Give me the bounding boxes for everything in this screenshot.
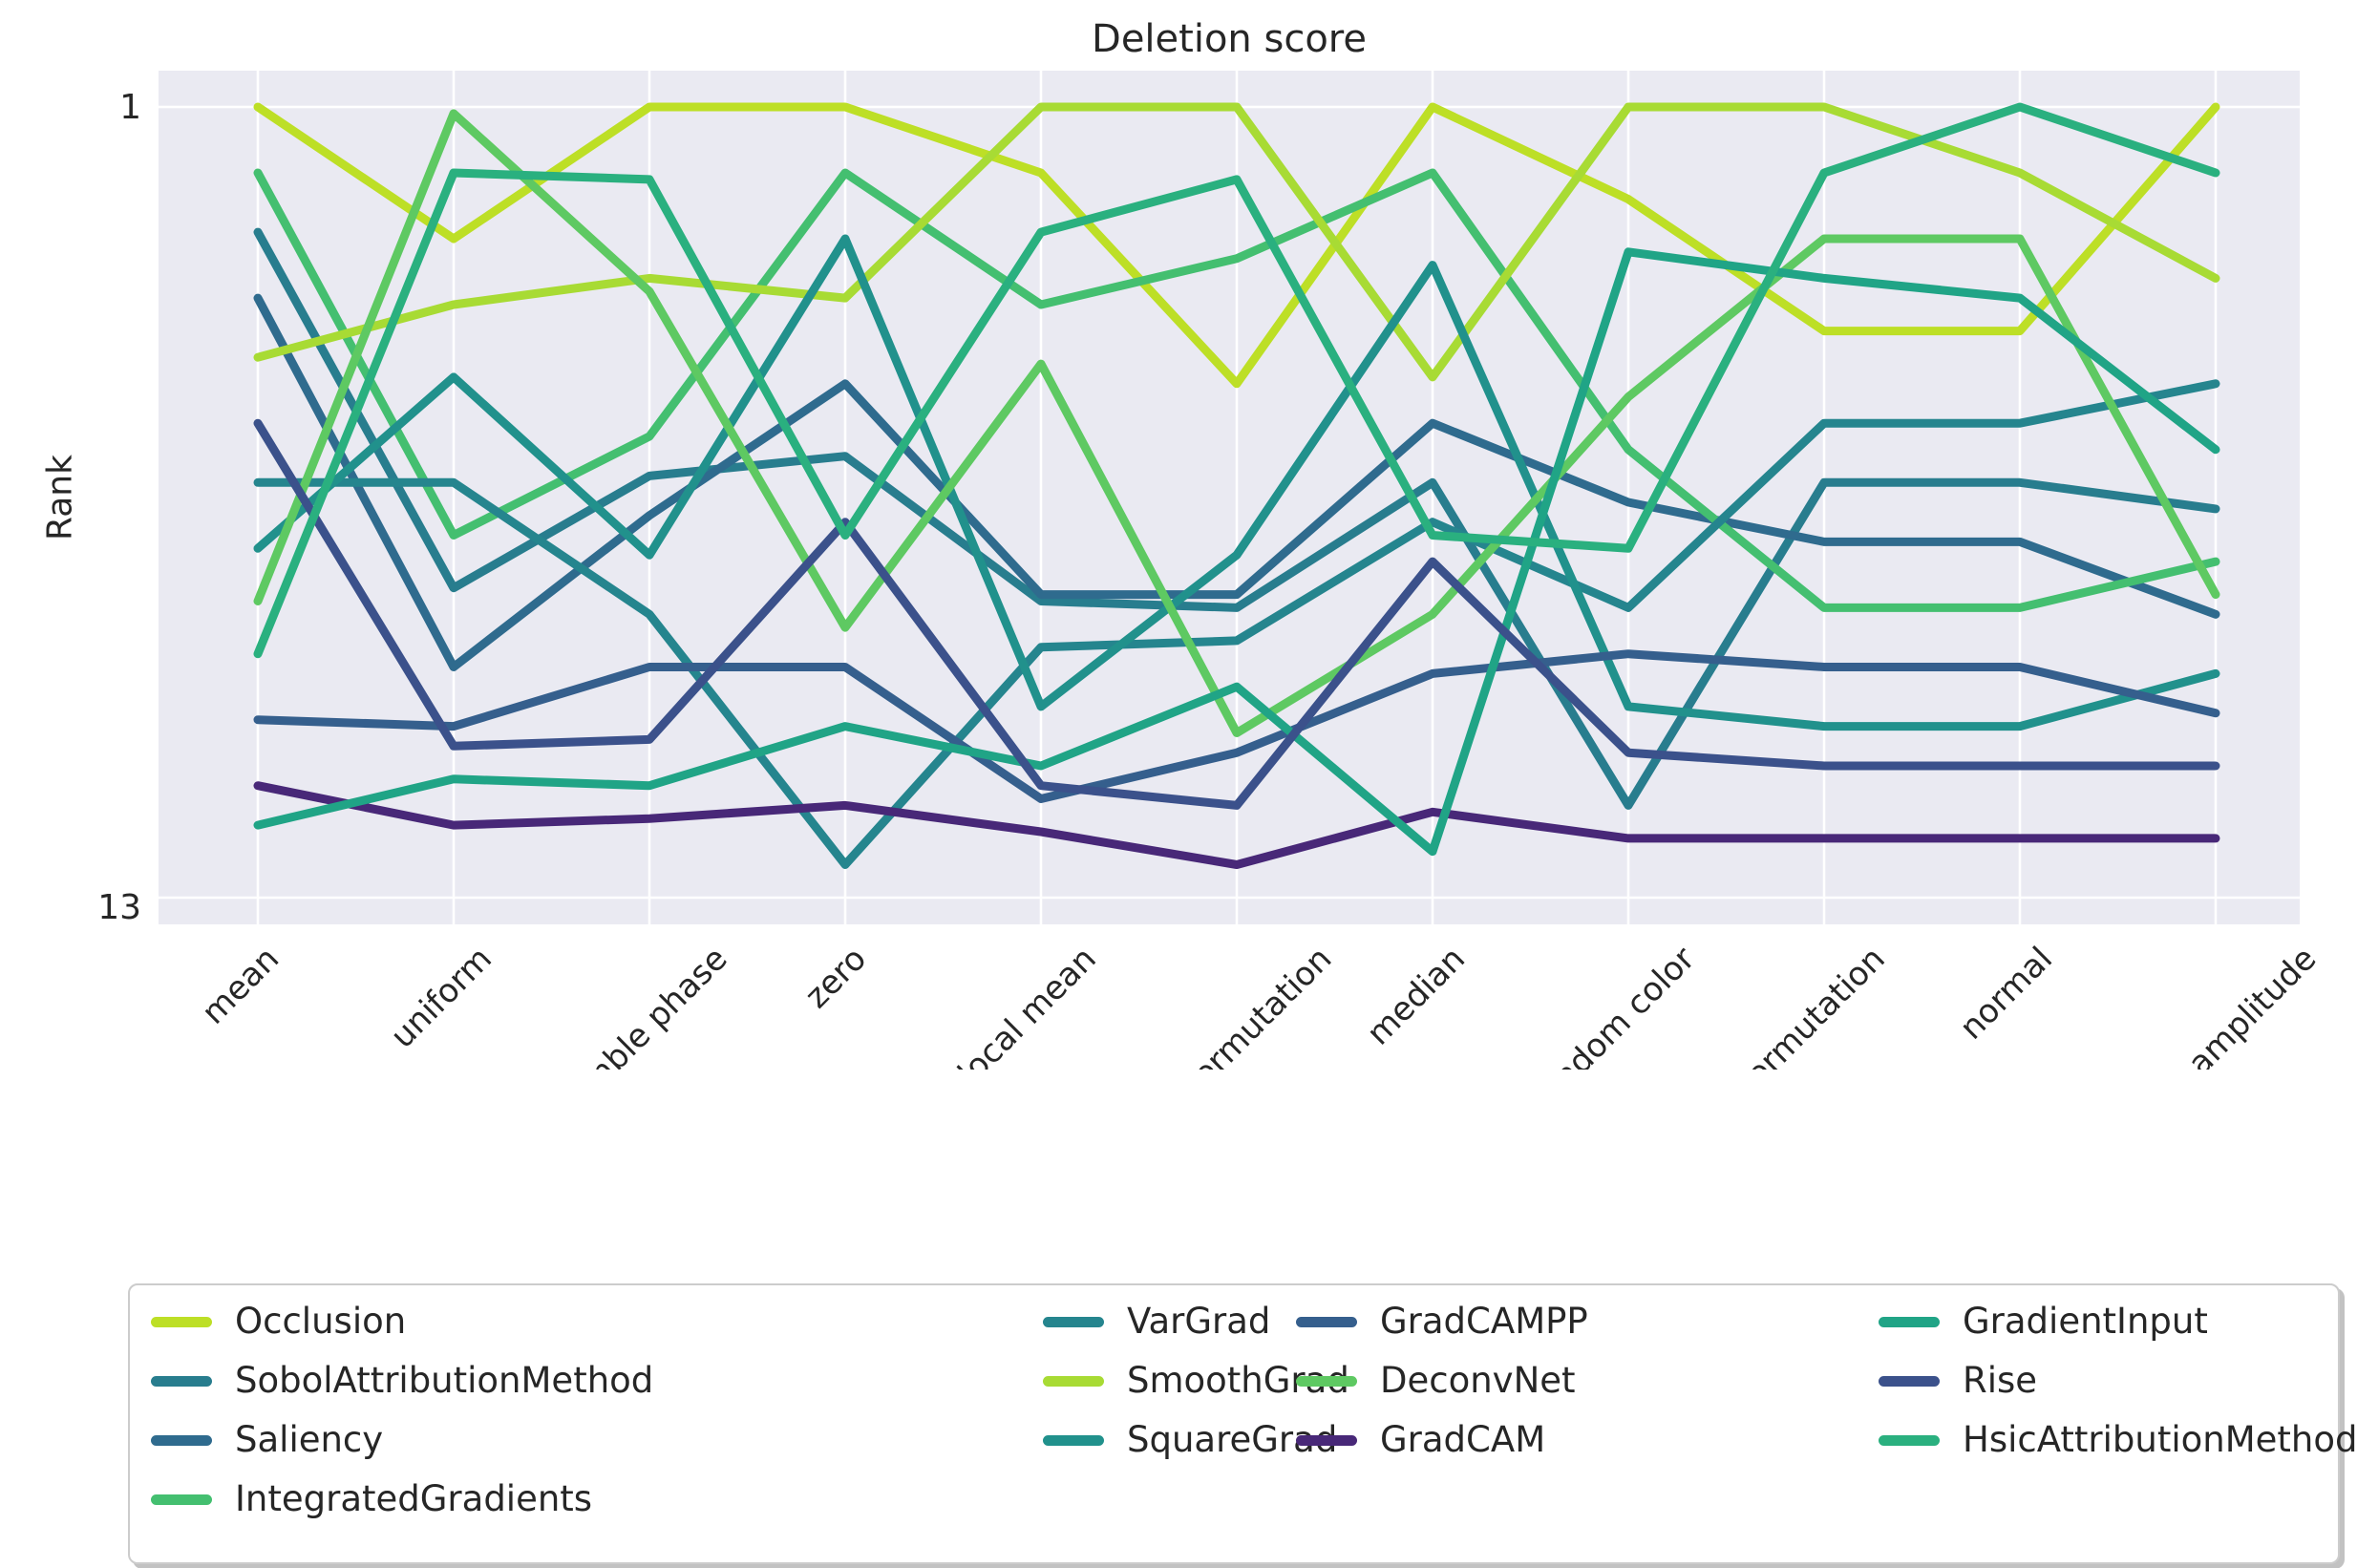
x-tick-label-local-permutation: local permutation (1110, 940, 1339, 1070)
series-line-GradCAM (253, 781, 2220, 869)
legend-item-Occlusion: Occlusion (151, 1303, 406, 1341)
legend-item-HsicAttributionMethod: HsicAttributionMethod (1879, 1421, 2357, 1459)
series-line-Rise (253, 418, 2220, 810)
legend-swatch-GradCAM (1296, 1434, 1357, 1446)
legend-swatch-SmoothGrad (1043, 1375, 1104, 1387)
legend-swatch-GradientInput (1879, 1316, 1940, 1327)
series-line-DeconvNet (253, 109, 2220, 737)
legend-swatch-HsicAttributionMethod (1879, 1434, 1940, 1446)
legend-item-DeconvNet: DeconvNet (1296, 1362, 1576, 1400)
legend-label: HsicAttributionMethod (1963, 1419, 2357, 1460)
legend-item-VarGrad: VarGrad (1043, 1303, 1270, 1341)
x-tick-label-permutation: permutation (1724, 940, 1893, 1070)
chart-title: Deletion score (1092, 17, 1367, 61)
series-line-GradCAMPP (253, 649, 2220, 803)
series-line-GradientInput (253, 247, 2220, 857)
legend-swatch-IntegratedGradients (151, 1494, 212, 1505)
x-tick-label-uniform: uniform (383, 940, 499, 1056)
legend-label: Rise (1963, 1360, 2038, 1401)
legend-item-GradCAMPP: GradCAMPP (1296, 1303, 1588, 1341)
x-tick-label-median: median (1360, 940, 1473, 1052)
y-tick-rank-13: 13 (97, 888, 141, 927)
series-line-SmoothGrad (253, 102, 2220, 382)
legend-swatch-SquareGrad (1043, 1434, 1104, 1446)
series-line-Occlusion (253, 102, 2220, 389)
legend-swatch-VarGrad (1043, 1316, 1104, 1327)
legend-label: Occlusion (235, 1301, 407, 1342)
y-tick-rank-1: 1 (119, 88, 141, 127)
legend-item-SquareGrad: SquareGrad (1043, 1421, 1337, 1459)
x-tick-label-mean: mean (195, 940, 287, 1031)
legend-label: VarGrad (1127, 1301, 1271, 1342)
legend-label: SobolAttributionMethod (235, 1360, 654, 1401)
legend-swatch-Occlusion (151, 1316, 212, 1327)
legend-item-Rise: Rise (1879, 1362, 2037, 1400)
x-tick-label-scramble-amplitude: scramble amplitude (2068, 940, 2324, 1070)
legend-item-SobolAttributionMethod: SobolAttributionMethod (151, 1362, 653, 1400)
legend-swatch-DeconvNet (1296, 1375, 1357, 1387)
y-axis-label: Rank (40, 455, 80, 540)
series-line-VarGrad (253, 379, 2220, 869)
legend-label: DeconvNet (1380, 1360, 1576, 1401)
legend-item-SmoothGrad: SmoothGrad (1043, 1362, 1349, 1400)
legend-label: GradCAMPP (1380, 1301, 1588, 1342)
legend-label: GradCAM (1380, 1419, 1546, 1460)
legend-item-GradCAM: GradCAM (1296, 1421, 1545, 1459)
x-tick-label-scramble-phase: scramble phase (526, 940, 735, 1070)
legend: Occlusion SobolAttributionMethod Saliency I… (128, 1283, 2357, 1564)
legend-swatch-GradCAMPP (1296, 1316, 1357, 1327)
legend-swatch-Saliency (151, 1434, 212, 1446)
legend-label: IntegratedGradients (235, 1478, 593, 1519)
x-tick-label-normal: normal (1952, 940, 2060, 1048)
legend-item-GradientInput: GradientInput (1879, 1303, 2208, 1341)
rank-line-chart: mean uniform scramble phase zero local mean l… (159, 71, 2324, 1070)
series-line-SquareGrad (253, 234, 2220, 731)
legend-item-Saliency: Saliency (151, 1421, 383, 1459)
legend-label: Saliency (235, 1419, 384, 1460)
x-tick-label-local-mean: local mean (951, 940, 1104, 1070)
legend-swatch-Rise (1879, 1375, 1940, 1387)
legend-swatch-SobolAttributionMethod (151, 1375, 212, 1387)
x-tick-label-zero: zero (797, 940, 874, 1016)
series-line-SobolAttributionMethod (253, 227, 2220, 810)
legend-label: GradientInput (1963, 1301, 2208, 1342)
series-line-HsicAttributionMethod (253, 102, 2220, 659)
series-line-IntegratedGradients (253, 168, 2220, 612)
legend-item-IntegratedGradients: IntegratedGradients (151, 1480, 592, 1518)
x-tick-label-random-color: random color (1522, 940, 1702, 1070)
